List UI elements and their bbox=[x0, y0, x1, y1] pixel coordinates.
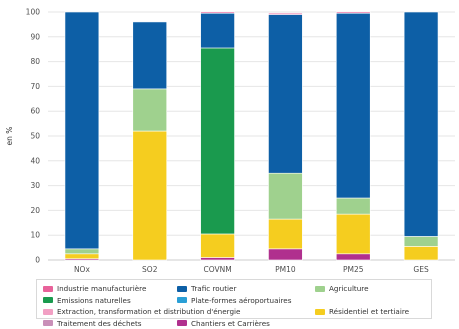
legend-label: Emissions naturelles bbox=[57, 296, 131, 305]
bar-segment bbox=[336, 12, 370, 13]
bar-segment bbox=[336, 214, 370, 254]
legend-grid: Industrie manufacturière Trafic routier Ag… bbox=[43, 283, 445, 329]
bar-segment bbox=[65, 249, 99, 254]
bar-segment bbox=[201, 12, 235, 13]
bar-segment bbox=[268, 14, 302, 173]
legend-item[interactable]: Industrie manufacturière bbox=[43, 283, 177, 295]
legend-label: Traitement des déchets bbox=[57, 319, 142, 328]
bar-segment bbox=[65, 12, 99, 249]
bar-segment bbox=[133, 131, 167, 260]
legend-item[interactable]: Extraction, transformation et distributi… bbox=[43, 306, 315, 318]
y-axis-ticks: 0 10 20 30 40 50 60 70 80 90 100 bbox=[26, 8, 41, 265]
bar-segment bbox=[201, 258, 235, 260]
bar-segment bbox=[133, 89, 167, 131]
x-tick-label: PM10 bbox=[275, 265, 296, 274]
x-tick-label: PM25 bbox=[343, 265, 364, 274]
gridlines bbox=[48, 12, 455, 260]
legend-label: Chantiers et Carrières bbox=[191, 319, 270, 328]
bar-segment bbox=[268, 219, 302, 249]
legend: Industrie manufacturière Trafic routier Ag… bbox=[36, 279, 432, 319]
legend-item[interactable]: Plate-formes aéroportuaires bbox=[177, 295, 315, 307]
y-tick-label: 20 bbox=[30, 206, 40, 215]
x-tick-label: GES bbox=[413, 265, 429, 274]
bar-segment bbox=[201, 13, 235, 48]
bar-segment bbox=[336, 13, 370, 198]
legend-item[interactable]: Résidentiel et tertiaire bbox=[315, 306, 445, 318]
legend-label: Agriculture bbox=[329, 284, 369, 293]
bar-segment bbox=[65, 254, 99, 259]
x-tick-label: NOx bbox=[74, 265, 91, 274]
legend-label: Trafic routier bbox=[191, 284, 236, 293]
bar-segment bbox=[201, 48, 235, 234]
legend-label: Industrie manufacturière bbox=[57, 284, 146, 293]
bar-segment bbox=[404, 236, 438, 246]
legend-swatch bbox=[177, 320, 187, 326]
legend-item[interactable]: Agriculture bbox=[315, 283, 445, 295]
y-tick-label: 50 bbox=[30, 132, 40, 141]
x-tick-label: SO2 bbox=[142, 265, 158, 274]
bar-segment bbox=[268, 173, 302, 219]
y-tick-label: 60 bbox=[30, 107, 40, 116]
bar-segment bbox=[268, 249, 302, 260]
legend-item[interactable]: Chantiers et Carrières bbox=[177, 318, 315, 329]
y-tick-label: 80 bbox=[30, 57, 40, 66]
y-tick-label: 0 bbox=[35, 256, 40, 265]
x-tick-label: COVNM bbox=[203, 265, 231, 274]
legend-label: Résidentiel et tertiaire bbox=[329, 307, 409, 316]
y-tick-label: 90 bbox=[30, 32, 40, 41]
bar-segment bbox=[336, 198, 370, 214]
y-tick-label: 100 bbox=[26, 8, 41, 17]
x-axis-ticks: NOx SO2 COVNM PM10 PM25 GES bbox=[74, 265, 429, 274]
legend-swatch bbox=[43, 320, 53, 326]
bar-segment bbox=[404, 12, 438, 236]
legend-swatch bbox=[177, 286, 187, 292]
stacked-bar-chart: 0 10 20 30 40 50 60 70 80 90 100 NOx SO2 COVNM PM10 PM… bbox=[0, 0, 459, 280]
legend-label: Extraction, transformation et distributi… bbox=[57, 307, 240, 316]
legend-label: Plate-formes aéroportuaires bbox=[191, 296, 291, 305]
bar-segment bbox=[268, 13, 302, 14]
y-tick-label: 40 bbox=[30, 156, 40, 165]
legend-swatch bbox=[43, 297, 53, 303]
legend-swatch bbox=[177, 297, 187, 303]
bar-segment bbox=[133, 22, 167, 89]
legend-item[interactable]: Trafic routier bbox=[177, 283, 315, 295]
legend-swatch bbox=[315, 286, 325, 292]
legend-item[interactable]: Traitement des déchets bbox=[43, 318, 177, 329]
legend-swatch bbox=[315, 309, 325, 315]
bar-segment bbox=[201, 234, 235, 258]
y-tick-label: 70 bbox=[30, 82, 40, 91]
bar-segment bbox=[404, 246, 438, 260]
bar-segment bbox=[336, 254, 370, 260]
y-tick-label: 30 bbox=[30, 181, 40, 190]
legend-swatch bbox=[43, 286, 53, 292]
y-tick-label: 10 bbox=[30, 231, 40, 240]
legend-item[interactable]: Emissions naturelles bbox=[43, 295, 177, 307]
y-axis-title: en % bbox=[5, 127, 14, 146]
legend-swatch bbox=[43, 309, 53, 315]
